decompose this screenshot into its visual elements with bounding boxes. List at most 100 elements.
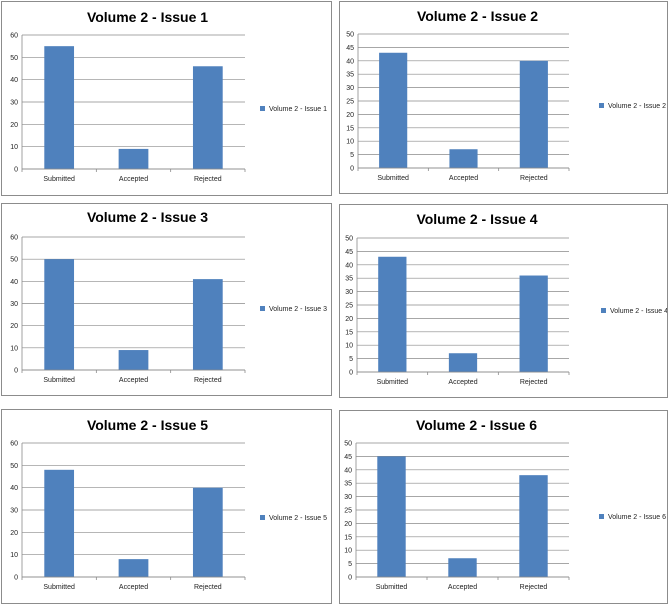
y-tick-label: 40 — [10, 485, 18, 492]
legend-label: Volume 2 - Issue 1 — [269, 106, 327, 113]
y-tick-label: 40 — [345, 262, 353, 269]
x-tick-label: Submitted — [43, 377, 75, 384]
bar-submitted — [377, 456, 406, 577]
y-tick-label: 40 — [346, 58, 354, 65]
y-tick-label: 5 — [350, 152, 354, 159]
y-tick-label: 35 — [344, 481, 352, 488]
chart-title: Volume 2 - Issue 5 — [87, 417, 208, 433]
chart-title: Volume 2 - Issue 1 — [87, 9, 208, 25]
y-tick-label: 0 — [14, 575, 18, 582]
y-tick-label: 50 — [344, 441, 352, 448]
x-tick-label: Rejected — [194, 584, 222, 591]
y-tick-label: 25 — [344, 508, 352, 515]
chart-svg: Volume 2 - Issue 1 0 10 20 30 40 50 60 Submitted… — [10, 9, 327, 183]
bar-submitted — [44, 46, 75, 169]
bar-accepted — [449, 149, 478, 168]
y-tick-label: 60 — [10, 33, 18, 40]
y-tick-label: 10 — [10, 345, 18, 352]
x-tick-label: Submitted — [43, 176, 75, 183]
y-tick-label: 30 — [10, 301, 18, 308]
bar-rejected — [192, 279, 223, 370]
y-tick-label: 45 — [345, 249, 353, 256]
y-tick-label: 50 — [10, 55, 18, 62]
y-tick-label: 10 — [10, 552, 18, 559]
chart-svg: Volume 2 - Issue 6 0 5 10 15 20 25 30 35 40 45 50 Su… — [344, 417, 666, 591]
y-tick-label: 40 — [10, 77, 18, 84]
bar-rejected — [519, 275, 548, 372]
x-tick-label: Rejected — [520, 379, 548, 386]
y-tick-label: 25 — [345, 303, 353, 310]
chart-svg: Volume 2 - Issue 4 0 5 10 15 20 25 30 35 40 45 50 Su… — [345, 211, 667, 386]
y-tick-label: 5 — [348, 561, 352, 568]
chart-panel-1: Volume 2 - Issue 1 0 10 20 30 40 50 60 Submitted… — [1, 1, 332, 196]
y-tick-label: 10 — [10, 144, 18, 151]
legend-label: Volume 2 - Issue 2 — [608, 103, 666, 110]
x-tick-label: Submitted — [376, 584, 408, 591]
bar-rejected — [519, 475, 548, 577]
y-tick-label: 30 — [344, 494, 352, 501]
y-tick-label: 30 — [345, 289, 353, 296]
chart-title: Volume 2 - Issue 4 — [416, 211, 537, 227]
bar-accepted — [118, 559, 149, 577]
y-tick-label: 20 — [345, 316, 353, 323]
y-tick-label: 25 — [346, 99, 354, 106]
chart-panel-4: Volume 2 - Issue 4 0 5 10 15 20 25 30 35 40 45 50 Su… — [339, 204, 668, 398]
chart-panel-6: Volume 2 - Issue 6 0 5 10 15 20 25 30 35 40 45 50 Su… — [339, 410, 668, 604]
bar-accepted — [448, 353, 478, 372]
bar-accepted — [448, 558, 477, 577]
x-tick-label: Submitted — [377, 379, 409, 386]
legend-label: Volume 2 - Issue 6 — [608, 514, 666, 521]
chart-panel-2: Volume 2 - Issue 2 0 5 10 15 20 25 30 35 40 45 50 Su… — [339, 1, 668, 194]
x-tick-label: Rejected — [520, 584, 548, 591]
legend-swatch — [260, 106, 265, 111]
y-tick-label: 50 — [10, 257, 18, 264]
y-tick-label: 40 — [344, 467, 352, 474]
y-tick-label: 15 — [344, 534, 352, 541]
bar-submitted — [379, 52, 408, 169]
y-tick-label: 30 — [10, 100, 18, 107]
chart-title: Volume 2 - Issue 6 — [416, 417, 537, 433]
y-tick-label: 60 — [10, 235, 18, 242]
bar-accepted — [118, 350, 149, 370]
y-tick-label: 60 — [10, 441, 18, 448]
x-tick-label: Rejected — [520, 175, 548, 182]
y-tick-label: 20 — [10, 122, 18, 129]
y-tick-label: 10 — [346, 139, 354, 146]
y-tick-label: 20 — [10, 530, 18, 537]
y-tick-label: 20 — [344, 521, 352, 528]
chart-panel-3: Volume 2 - Issue 3 0 10 20 30 40 50 60 Submitted… — [1, 203, 332, 396]
y-tick-label: 45 — [346, 45, 354, 52]
y-tick-label: 45 — [344, 454, 352, 461]
bar-submitted — [378, 256, 407, 372]
y-tick-label: 20 — [346, 112, 354, 119]
legend-label: Volume 2 - Issue 4 — [610, 308, 667, 315]
bar-submitted — [44, 259, 75, 370]
x-tick-label: Accepted — [119, 584, 148, 591]
x-tick-label: Rejected — [194, 176, 222, 183]
y-tick-label: 0 — [14, 368, 18, 375]
y-tick-label: 35 — [345, 276, 353, 283]
y-tick-label: 20 — [10, 323, 18, 330]
y-tick-label: 30 — [346, 85, 354, 92]
legend-label: Volume 2 - Issue 3 — [269, 306, 327, 313]
y-tick-label: 10 — [345, 343, 353, 350]
y-tick-label: 50 — [346, 32, 354, 39]
chart-svg: Volume 2 - Issue 2 0 5 10 15 20 25 30 35 40 45 50 Su… — [346, 8, 666, 182]
y-tick-label: 50 — [345, 236, 353, 243]
y-tick-label: 30 — [10, 508, 18, 515]
chart-svg: Volume 2 - Issue 3 0 10 20 30 40 50 60 Submitted… — [10, 209, 327, 384]
legend-label: Volume 2 - Issue 5 — [269, 515, 327, 522]
y-tick-label: 40 — [10, 279, 18, 286]
y-tick-label: 0 — [350, 166, 354, 173]
y-tick-label: 10 — [344, 548, 352, 555]
legend-swatch — [260, 306, 265, 311]
bar-rejected — [192, 66, 223, 169]
x-tick-label: Submitted — [377, 175, 409, 182]
y-tick-label: 15 — [345, 329, 353, 336]
legend-swatch — [599, 514, 604, 519]
chart-panel-5: Volume 2 - Issue 5 0 10 20 30 40 50 60 Submitted… — [1, 409, 332, 604]
chart-title: Volume 2 - Issue 2 — [417, 8, 538, 24]
bar-accepted — [118, 148, 149, 169]
y-tick-label: 0 — [348, 575, 352, 582]
x-tick-label: Accepted — [119, 377, 148, 384]
